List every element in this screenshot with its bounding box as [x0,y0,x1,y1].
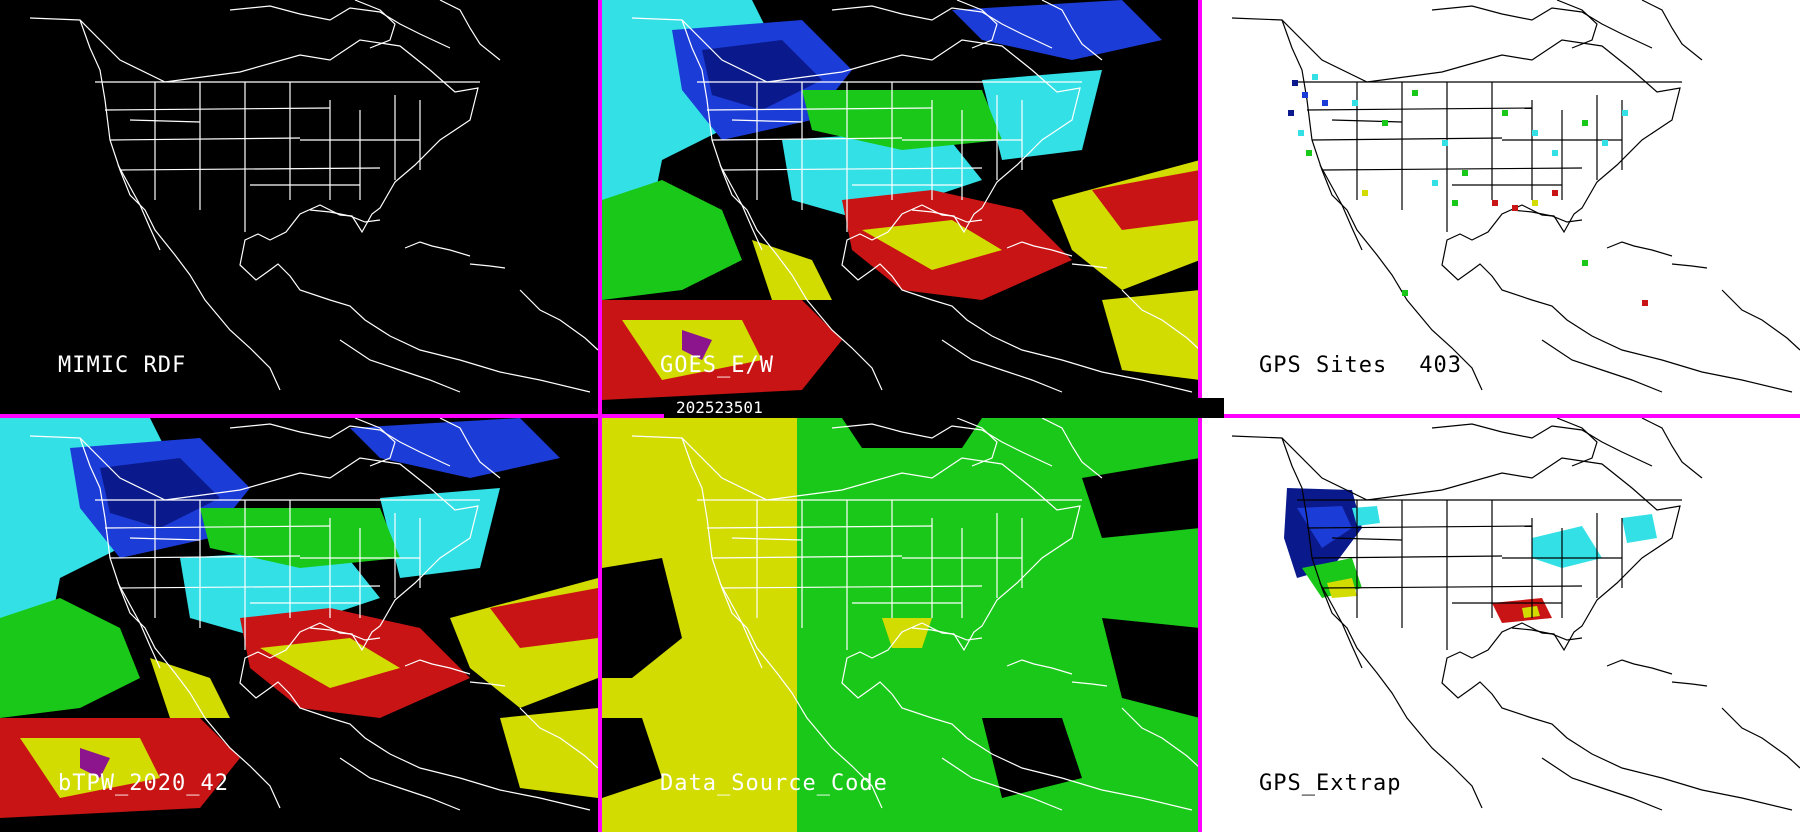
gps-sites-count: 403 [1419,353,1462,378]
goes-ew-map [602,0,1200,414]
btpw-label: bTPW_2020_42 [58,771,229,796]
gps-site-markers [1288,74,1648,306]
data-source-code-map [602,418,1200,832]
data-source-code-label: Data_Source_Code [660,771,888,796]
gps-extrap-label: GPS_Extrap [1259,771,1402,796]
data-source-code-panel: Data_Source_Code [602,418,1200,832]
gps-sites-label: GPS Sites 403 [1259,353,1462,378]
mimic-rdf-map [0,0,598,414]
gps-sites-title: GPS Sites [1259,353,1388,378]
gps-extrap-panel: GPS_Extrap [1202,418,1800,832]
btpw-map [0,418,598,832]
goes-ew-panel: GOES_E/W [602,0,1200,414]
gps-sites-map [1202,0,1800,414]
mimic-rdf-panel: MIMIC RDF [0,0,598,414]
gps-sites-panel: GPS Sites 403 [1202,0,1800,414]
btpw-panel: bTPW_2020_42 [0,418,598,832]
mimic-rdf-label: MIMIC RDF [58,353,187,378]
goes-ew-label: GOES_E/W [660,353,774,378]
gps-extrap-map [1202,418,1800,832]
date-code-bar: 202523501 [664,398,1224,418]
